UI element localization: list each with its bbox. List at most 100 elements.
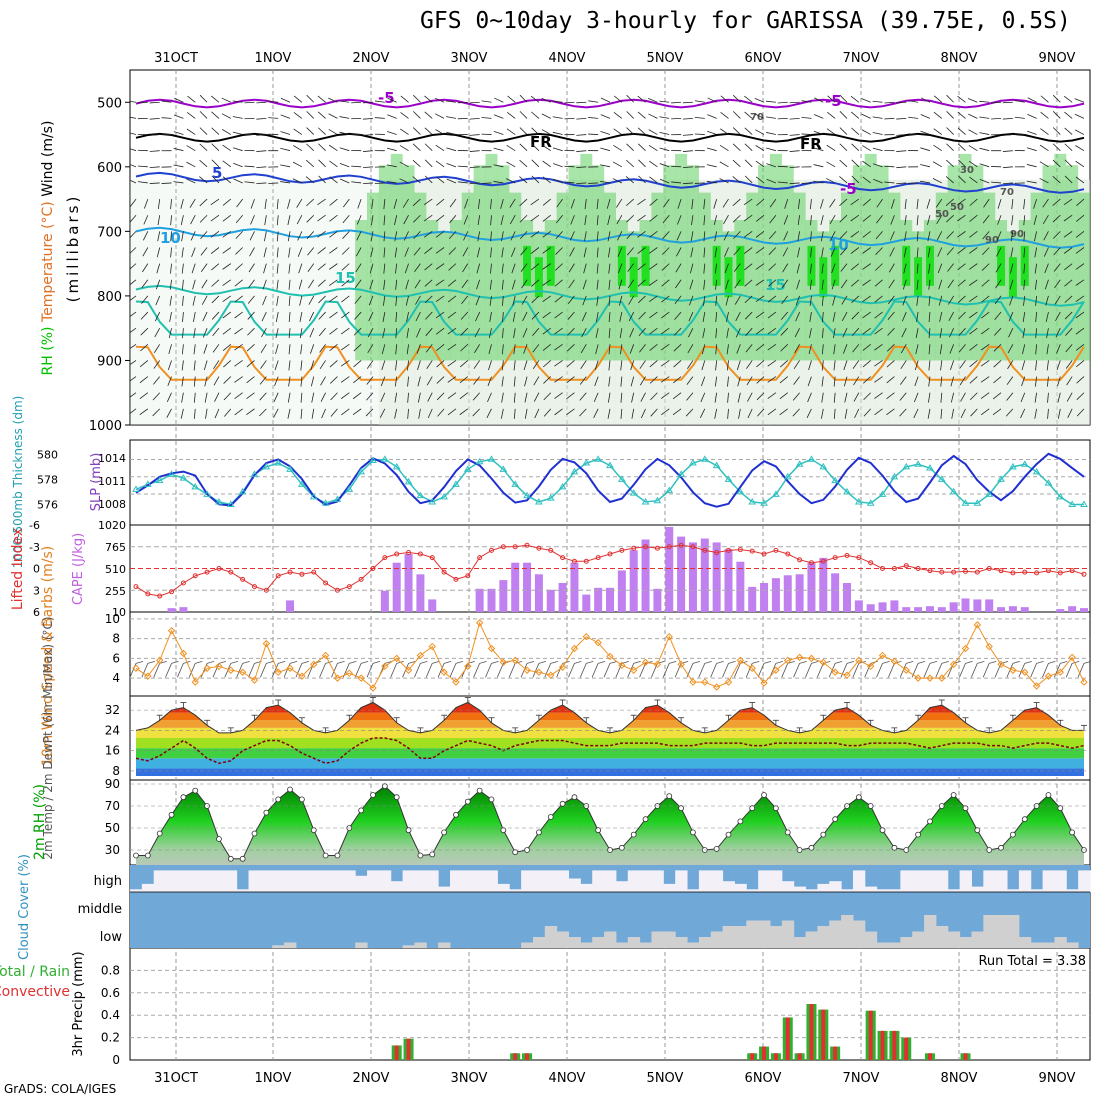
wind-barb bbox=[130, 295, 137, 302]
thickness-point bbox=[167, 470, 176, 477]
wind-barb bbox=[137, 101, 148, 104]
wind-barb-10m bbox=[591, 663, 599, 678]
rh-point bbox=[1021, 816, 1028, 823]
wind-barb bbox=[649, 327, 658, 335]
wind-barb bbox=[588, 133, 599, 135]
wind-barb bbox=[457, 181, 468, 184]
wind-barb bbox=[424, 279, 433, 287]
wind-barb bbox=[130, 100, 137, 103]
rh-point bbox=[298, 796, 305, 803]
wind-barb-flag bbox=[586, 660, 594, 664]
wind-barb bbox=[640, 408, 646, 419]
wind-barb bbox=[233, 162, 243, 168]
wind-barb bbox=[728, 424, 729, 425]
wind-barb bbox=[277, 424, 279, 425]
wind-barb bbox=[222, 279, 232, 286]
li-point bbox=[157, 593, 163, 599]
wind-barb bbox=[851, 327, 860, 336]
wind-speed-point bbox=[1009, 666, 1017, 674]
rh-point bbox=[1069, 829, 1076, 836]
wind-barb bbox=[1020, 408, 1026, 419]
wind-barb bbox=[310, 344, 315, 354]
wind-barb bbox=[542, 231, 551, 238]
wind-barb bbox=[268, 100, 279, 103]
wind-barb bbox=[287, 198, 291, 209]
precip-convective-bar bbox=[892, 1030, 897, 1060]
wind-barb bbox=[945, 176, 954, 184]
wind-barb bbox=[715, 312, 718, 323]
wind-barb bbox=[437, 408, 445, 417]
wind-barb bbox=[896, 118, 907, 120]
wind-barb bbox=[969, 376, 978, 384]
wind-barb bbox=[299, 328, 303, 339]
li-point bbox=[417, 551, 423, 557]
wind-barb bbox=[413, 214, 421, 223]
wind-barb bbox=[713, 215, 718, 226]
wind-barb bbox=[905, 424, 907, 425]
wind-barb bbox=[626, 94, 634, 103]
wind-barb bbox=[400, 112, 409, 119]
li-point bbox=[1034, 570, 1040, 576]
wind-speed-point bbox=[878, 651, 887, 660]
wind-barb bbox=[899, 392, 907, 401]
rh-shade-70 bbox=[1054, 153, 1067, 361]
rh-point bbox=[666, 793, 673, 799]
wind-barb bbox=[920, 114, 931, 119]
precip-convective-bar bbox=[797, 1053, 802, 1060]
wind-barb bbox=[1063, 95, 1073, 103]
li-point bbox=[737, 547, 743, 553]
wind-barb bbox=[342, 214, 350, 224]
wind-barb bbox=[579, 408, 587, 417]
wind-barb bbox=[199, 111, 208, 119]
upper-ylabel-text: RH (%) Temperature (°C) Wind (m/s) bbox=[40, 121, 56, 376]
wind-barb bbox=[481, 100, 492, 103]
rh-point bbox=[453, 811, 459, 818]
wind-barb bbox=[383, 199, 386, 210]
low-cloud-bar bbox=[805, 931, 818, 948]
wind-barb bbox=[840, 247, 848, 256]
wind-barb bbox=[339, 131, 350, 135]
wind-speed-point bbox=[523, 666, 531, 674]
thickness-point bbox=[973, 499, 982, 506]
wind-barb bbox=[637, 263, 646, 271]
ytick-label-upper: 900 bbox=[97, 354, 122, 369]
wind-barb bbox=[288, 360, 291, 371]
wind-barb bbox=[766, 132, 776, 135]
wind-barb bbox=[620, 408, 623, 419]
wind-barb bbox=[649, 247, 658, 254]
wind-barb bbox=[170, 199, 172, 210]
wind-barb bbox=[159, 424, 160, 425]
wind-barb bbox=[415, 311, 421, 322]
thickness-point bbox=[617, 475, 626, 482]
wind-barb bbox=[542, 198, 552, 206]
wind-barb bbox=[584, 215, 587, 226]
date-label-bottom: 3NOV bbox=[451, 1071, 488, 1086]
cape-bar bbox=[949, 602, 958, 612]
wind-barb bbox=[833, 408, 836, 419]
contour-label: 50 bbox=[935, 209, 949, 220]
rh-point bbox=[761, 792, 767, 798]
wind-barb-10m bbox=[1030, 663, 1037, 678]
wind-barb bbox=[253, 424, 255, 425]
wind-barb-10m bbox=[733, 663, 741, 678]
date-label-top: 7NOV bbox=[843, 51, 880, 66]
wind-speed-point bbox=[558, 663, 567, 671]
wind-barb bbox=[414, 263, 421, 272]
wind-barb bbox=[342, 231, 350, 239]
wind-barb bbox=[1012, 424, 1013, 425]
thickness-point bbox=[878, 490, 887, 497]
wind-barb bbox=[370, 247, 374, 258]
wind-barb bbox=[200, 263, 208, 273]
precip-convective-bar bbox=[880, 1030, 885, 1060]
wind-barb bbox=[402, 198, 409, 208]
wind-barb-10m bbox=[532, 663, 540, 678]
li-point bbox=[1057, 570, 1063, 576]
cape-bar bbox=[511, 562, 520, 612]
rh-shade-90 bbox=[997, 245, 1006, 286]
wind-barb bbox=[288, 263, 291, 274]
rh-point bbox=[156, 830, 163, 837]
high-cloud-gap bbox=[841, 889, 854, 892]
rh-point bbox=[310, 827, 317, 834]
wind-barb bbox=[130, 279, 137, 286]
wind-barb-10m bbox=[994, 663, 1002, 678]
